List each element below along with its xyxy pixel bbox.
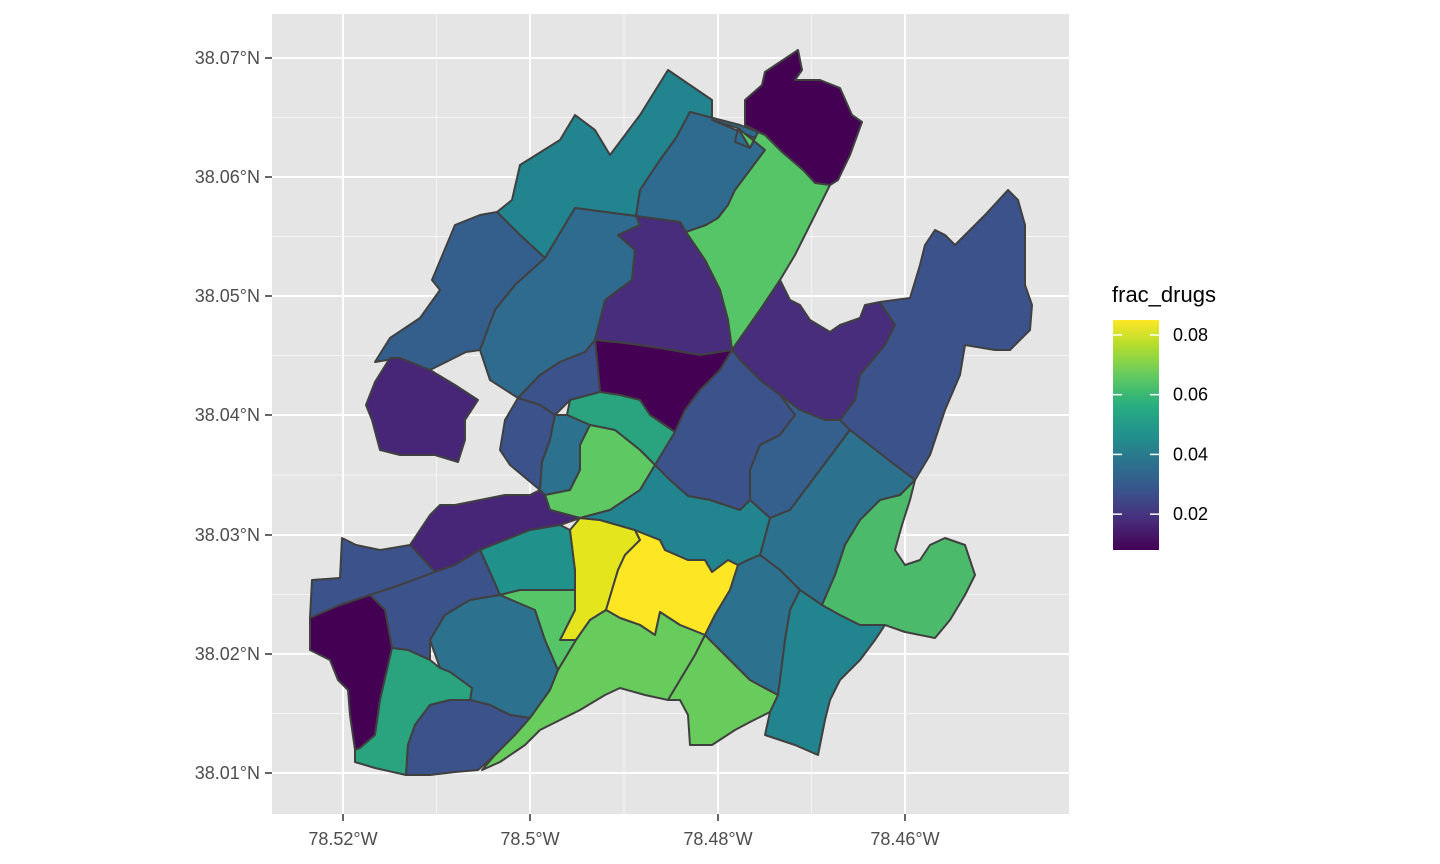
region-west-blob xyxy=(365,357,479,463)
legend: frac_drugs 0.08 0.06 0.04 0.02 xyxy=(1112,282,1216,550)
x-tick-label: 78.48°W xyxy=(683,829,752,849)
y-tick-label: 38.05°N xyxy=(195,286,260,306)
region-south-lime xyxy=(481,609,706,771)
map-regions xyxy=(309,49,1033,776)
region-ne-top xyxy=(744,49,863,186)
x-tick-label: 78.52°W xyxy=(308,829,377,849)
legend-break-label: 0.08 xyxy=(1173,325,1208,345)
y-tick-label: 38.03°N xyxy=(195,525,260,545)
y-tick-label: 38.07°N xyxy=(195,48,260,68)
legend-break-label: 0.04 xyxy=(1173,444,1208,464)
y-tick-label: 38.04°N xyxy=(195,405,260,425)
legend-ticks: 0.08 0.06 0.04 0.02 xyxy=(1113,325,1208,524)
x-tick-label: 78.46°W xyxy=(870,829,939,849)
x-tick-label: 78.5°W xyxy=(500,829,559,849)
legend-break-label: 0.06 xyxy=(1173,385,1208,405)
y-tick-label: 38.06°N xyxy=(195,167,260,187)
region-green-south-a xyxy=(499,589,577,671)
region-south-east-teal xyxy=(764,589,886,756)
y-tick-label: 38.01°N xyxy=(195,763,260,783)
region-east-big xyxy=(839,189,1033,481)
legend-title: frac_drugs xyxy=(1112,282,1216,307)
y-tick-label: 38.02°N xyxy=(195,644,260,664)
x-axis: 78.52°W 78.5°W 78.48°W 78.46°W xyxy=(308,814,940,849)
y-axis: 38.07°N 38.06°N 38.05°N 38.04°N 38.03°N 38.02… xyxy=(195,48,272,783)
region-east-green xyxy=(821,479,976,639)
legend-colorbar xyxy=(1113,320,1159,550)
legend-break-label: 0.02 xyxy=(1173,504,1208,524)
